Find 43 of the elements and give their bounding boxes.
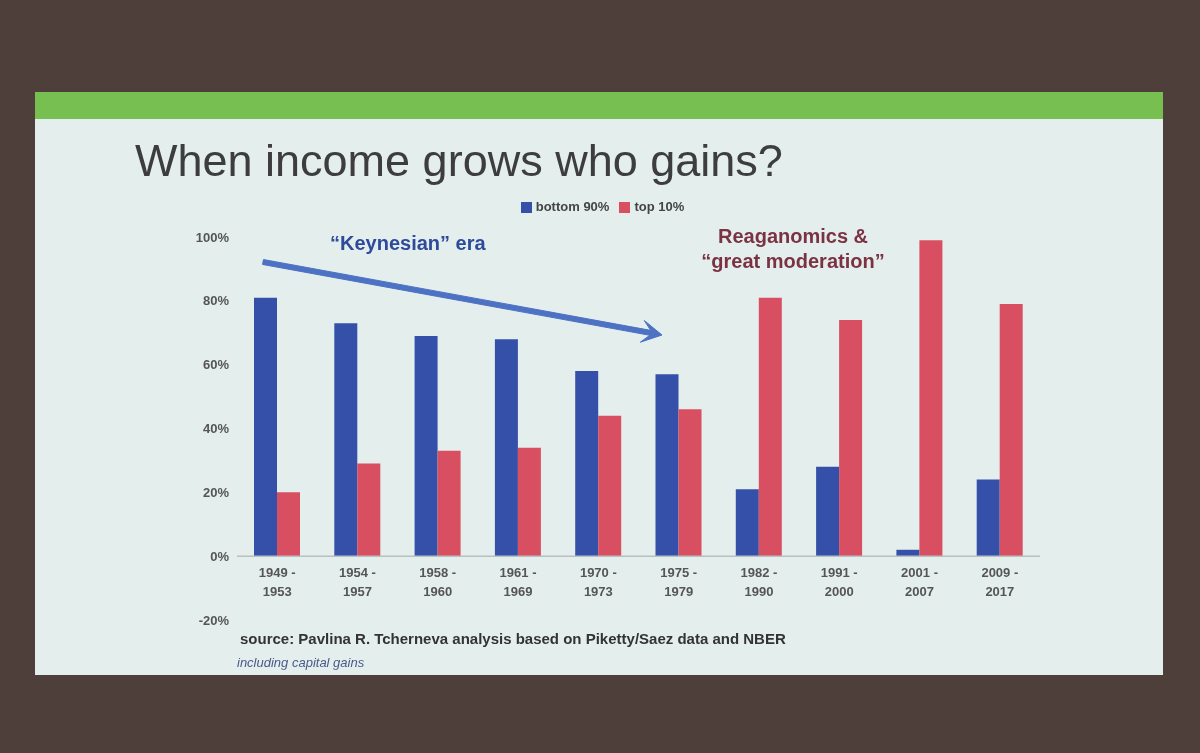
y-tick-label: 80%	[202, 293, 230, 309]
annotation: “Keynesian” era	[330, 232, 487, 255]
bar	[919, 240, 943, 557]
annotation: Reaganomics & “great moderation”	[700, 224, 886, 274]
bar	[999, 304, 1023, 557]
x-tick-label: 1954 - 1957	[339, 565, 376, 599]
x-tick-label: 1958 - 1960	[419, 565, 457, 599]
bar	[437, 450, 461, 557]
chart-title: When income grows who gains?	[135, 135, 783, 187]
bar	[494, 339, 518, 557]
legend-label: top 10%	[634, 199, 685, 214]
y-tick-label: 60%	[202, 357, 230, 373]
y-tick-label: 40%	[202, 421, 230, 437]
x-tick-label: 1949 - 1953	[258, 565, 296, 599]
x-tick-label: 2009 - 2017	[981, 565, 1019, 599]
x-tick-label: 1970 - 1973	[579, 565, 617, 599]
x-tick-label: 1982 - 1990	[740, 565, 778, 599]
bar	[357, 463, 381, 557]
text: including capital gains	[237, 655, 366, 670]
y-tick-label: 0%	[210, 548, 230, 564]
bar	[334, 323, 358, 557]
bar	[816, 466, 840, 557]
bar	[678, 409, 702, 557]
x-tick-label: 1961 - 1969	[499, 565, 537, 599]
bar	[598, 415, 622, 557]
y-tick-label: -20%	[198, 612, 230, 628]
bar	[976, 479, 1000, 557]
bar	[655, 374, 679, 557]
bar	[839, 319, 863, 557]
y-tick-label: 20%	[202, 484, 230, 500]
bar	[735, 489, 759, 557]
x-tick-label: 1975 - 1979	[660, 565, 698, 599]
bar	[277, 492, 300, 557]
x-tick-label: 1991 - 2000	[820, 565, 858, 599]
bar	[758, 297, 782, 557]
source-note: source: Pavlina R. Tcherneva analysis based on Piketty/Saez data and NBER	[240, 630, 787, 647]
bar	[414, 335, 438, 557]
bar	[254, 297, 277, 557]
legend-label: bottom 90%	[535, 199, 610, 214]
y-tick-label: 100%	[195, 229, 230, 245]
bar	[517, 447, 541, 557]
x-tick-label: 2001 - 2007	[901, 565, 938, 599]
bar	[575, 371, 599, 557]
